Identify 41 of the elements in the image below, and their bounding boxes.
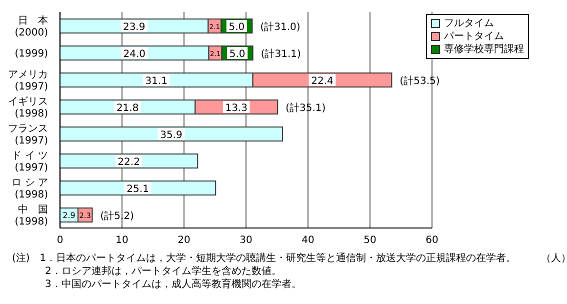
x-tick-label: 40 — [302, 235, 314, 246]
legend-label: パートタイム — [444, 30, 504, 43]
total-label: (計5.2) — [100, 210, 134, 222]
y-tick-label: フランス (1997) — [8, 124, 48, 146]
total-label: (計53.5) — [400, 75, 440, 87]
data-label: 5.0 — [228, 22, 245, 33]
legend-label: 専修学校専門課程 — [444, 43, 524, 56]
data-label: 2.9 — [62, 211, 76, 220]
data-label: 22.4 — [311, 76, 334, 87]
bar — [60, 126, 284, 142]
total-label: (計35.1) — [286, 102, 326, 114]
total-label: (計31.0) — [260, 21, 300, 33]
text: (注) 1．日本のパートタイムは，大学・短期大学の聴講生・研究生等と通信制・放送大学の正規課程の在学者。 — [12, 253, 516, 264]
data-label: 21.8 — [116, 103, 139, 114]
data-label: 22.2 — [118, 157, 140, 168]
x-tick-label: 20 — [178, 235, 190, 246]
text: （人） — [541, 252, 567, 265]
data-label: 13.3 — [225, 103, 248, 114]
y-tick-label: 日 本 (2000) — [14, 14, 48, 38]
data-label: 25.1 — [126, 184, 149, 195]
data-label: 35.9 — [160, 130, 182, 141]
y-tick-label: アメリカ (1997) — [8, 70, 48, 92]
data-label: 24.0 — [123, 49, 146, 60]
y-tick-label: 中 国 (1998) — [14, 204, 48, 228]
legend-label: フルタイム — [444, 17, 494, 30]
data-label: 5.0 — [229, 49, 246, 60]
y-tick-label: ド イ ツ (1997) — [12, 150, 48, 174]
x-tick-label: 10 — [116, 235, 128, 246]
x-tick-label: 30 — [240, 235, 252, 246]
x-tick-label: 0 — [56, 235, 64, 246]
y-tick-label: (1999) — [14, 48, 48, 60]
x-tick-label: 60 — [426, 235, 438, 246]
text: 3．中国のパートタイムは，成人高等教育機関の在学者。 — [44, 278, 302, 291]
bar — [60, 180, 216, 196]
total-label: (計31.1) — [260, 48, 301, 60]
y-tick-label: ロ シ ア (1998) — [12, 178, 48, 200]
data-label: 31.1 — [145, 76, 168, 87]
text: 2．ロシア連邦は，パートタイム学生を含めた数値。 — [44, 265, 282, 278]
x-tick-label: 50 — [364, 235, 376, 246]
y-tick-label: イギリス (1998) — [8, 96, 48, 120]
data-label: 23.9 — [122, 22, 146, 33]
